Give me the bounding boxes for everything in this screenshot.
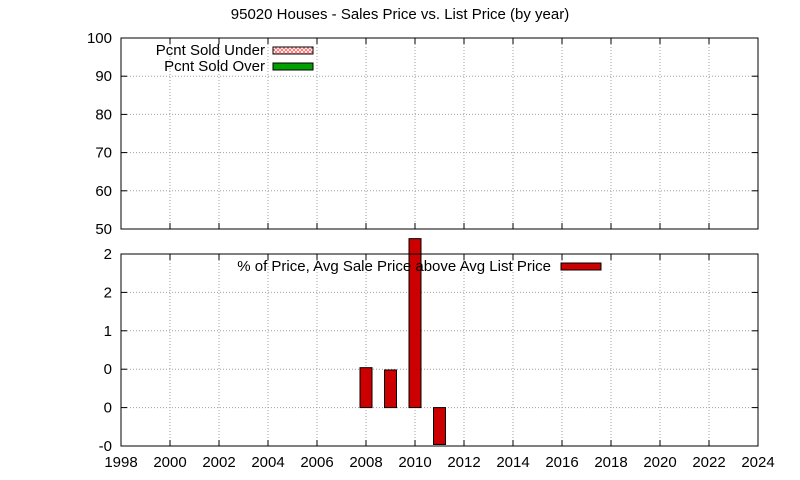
xtick-label: 2010 <box>398 454 431 471</box>
top-ytick-label: 70 <box>95 145 112 162</box>
xtick-label: 2008 <box>349 454 382 471</box>
xtick-label: 2004 <box>251 454 284 471</box>
bottom-bar-2008 <box>359 367 373 409</box>
bottom-bar-2011 <box>433 407 446 445</box>
bottom-plot-frame <box>120 253 759 447</box>
xtick-label: 1998 <box>104 454 137 471</box>
bottom-bar-2009 <box>384 369 397 409</box>
top-ytick-label: 50 <box>95 221 112 238</box>
legend-label-0: Pcnt Sold Under <box>156 42 265 59</box>
xtick-label: 2024 <box>741 454 774 471</box>
bottom-ytick-label: 0 <box>104 400 112 417</box>
bottom-ytick-label: -0 <box>99 438 112 455</box>
xtick-label: 2018 <box>594 454 627 471</box>
top-plot-frame <box>120 37 759 230</box>
legend-label-bottom: % of Price, Avg Sale Price above Avg Lis… <box>237 258 551 275</box>
bottom-ytick-label: 2 <box>104 246 112 263</box>
xtick-label: 2006 <box>300 454 333 471</box>
xtick-label: 2022 <box>692 454 725 471</box>
chart-title: 95020 Houses - Sales Price vs. List Pric… <box>231 6 569 23</box>
bottom-ytick-label: 0 <box>104 361 112 378</box>
bottom-ytick-label: 2 <box>104 284 112 301</box>
xtick-label: 2020 <box>643 454 676 471</box>
bottom-bar-2010 <box>408 238 422 409</box>
bottom-ytick-label: 1 <box>104 323 112 340</box>
legend-swatch-1 <box>272 62 314 71</box>
legend-swatch-0 <box>272 46 314 55</box>
top-ytick-label: 80 <box>95 106 112 123</box>
xtick-label: 2000 <box>153 454 186 471</box>
top-ytick-label: 90 <box>95 68 112 85</box>
xtick-label: 2016 <box>545 454 578 471</box>
xtick-label: 2012 <box>447 454 480 471</box>
top-ytick-label: 60 <box>95 183 112 200</box>
legend-swatch-bottom <box>560 262 602 271</box>
xtick-label: 2002 <box>202 454 235 471</box>
bottom-panel: -0 0 0 1 2 2 1998 2000 2002 2004 2006 2008 2010 2012 2… <box>99 238 775 471</box>
xtick-label: 2014 <box>496 454 529 471</box>
legend-label-1: Pcnt Sold Over <box>164 58 265 75</box>
top-ytick-label: 100 <box>87 30 112 47</box>
